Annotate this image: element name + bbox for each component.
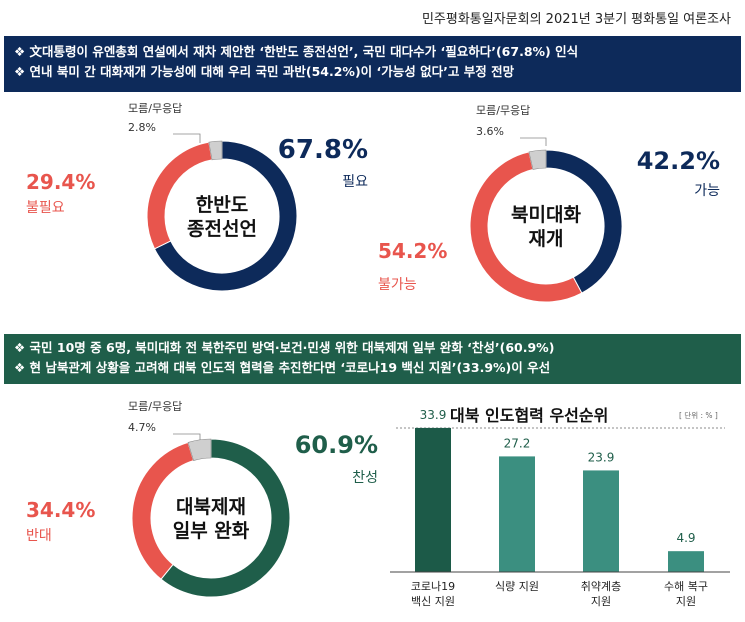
x-tick-label: 코로나19 — [411, 580, 455, 593]
donut-center-label: 북미대화 — [511, 204, 581, 226]
slice-label: 찬성 — [352, 470, 378, 486]
donut-center-label: 종전선언 — [187, 218, 257, 240]
donut-center-label: 대북제재 — [176, 496, 246, 518]
donut-center-label: 일부 완화 — [173, 520, 250, 542]
bar-chart-title: 대북 인도협력 우선순위 — [450, 406, 609, 425]
x-tick-label: 지원 — [676, 595, 696, 608]
leader-line — [173, 433, 201, 440]
slice-label: 가능 — [694, 183, 720, 199]
x-tick-label: 백신 지원 — [411, 595, 455, 608]
value-label: 3.6% — [476, 125, 504, 138]
bar — [583, 470, 619, 572]
report-title: 민주평화통일자문회의 2021년 3분기 평화통일 여론조사 — [421, 12, 731, 27]
summary-banner-bottom: ❖ 국민 10명 중 6명, 북미대화 전 북한주민 방역·보건·민생 위한 대… — [4, 334, 741, 384]
summary-line: ❖ 文대통령이 유엔총회 연설에서 재차 제안한 ‘한반도 종전선언’, 국민 … — [14, 44, 579, 59]
value-label: 34.4% — [26, 498, 95, 522]
bar-chart-unit: [ 단위 : % ] — [679, 411, 718, 420]
value-label: 4.7% — [128, 421, 156, 434]
donut-center-label: 재개 — [529, 228, 564, 250]
x-tick-label: 식량 지원 — [495, 580, 539, 593]
donut-center-label: 한반도 — [196, 194, 248, 216]
value-label: 29.4% — [26, 170, 95, 194]
value-label: 42.2% — [637, 147, 720, 175]
donut-slice — [469, 151, 583, 303]
donut-slice — [160, 438, 291, 598]
bar — [415, 427, 451, 572]
leader-line — [520, 137, 547, 146]
x-tick-label: 취약계층 — [581, 579, 621, 593]
bar — [499, 456, 535, 572]
slice-label: 필요 — [342, 174, 368, 190]
donut-slice — [153, 140, 298, 292]
value-label: 2.8% — [128, 121, 156, 134]
donut-slice — [208, 140, 223, 161]
donut-slice — [528, 149, 547, 170]
bar-value-label: 27.2 — [504, 436, 531, 450]
slice-label: 모름/무응답 — [128, 102, 182, 115]
x-tick-label: 수해 복구 — [664, 579, 708, 593]
slice-label: 모름/무응답 — [128, 400, 182, 413]
donut-slice — [187, 438, 212, 461]
slice-label: 모름/무응답 — [476, 104, 530, 117]
leader-line — [173, 133, 201, 143]
bar-value-label: 4.9 — [676, 531, 695, 545]
summary-banner-top: ❖ 文대통령이 유엔총회 연설에서 재차 제안한 ‘한반도 종전선언’, 국민 … — [4, 36, 741, 92]
bar-value-label: 33.9 — [420, 408, 447, 422]
summary-line: ❖ 현 남북관계 상황을 고려해 대북 인도적 협력을 추진한다면 ‘코로나19… — [14, 360, 551, 375]
bar-value-label: 23.9 — [588, 450, 615, 464]
value-label: 67.8% — [278, 135, 368, 165]
value-label: 54.2% — [378, 239, 447, 263]
slice-label: 불필요 — [26, 200, 65, 216]
summary-line: ❖ 연내 북미 간 대화재개 가능성에 대해 우리 국민 과반(54.2%)이 … — [14, 64, 515, 79]
value-label: 60.9% — [295, 431, 378, 459]
summary-line: ❖ 국민 10명 중 6명, 북미대화 전 북한주민 방역·보건·민생 위한 대… — [14, 340, 555, 355]
bar — [668, 551, 704, 572]
slice-label: 불가능 — [378, 277, 417, 293]
slice-label: 반대 — [26, 528, 52, 544]
x-tick-label: 지원 — [591, 595, 611, 608]
